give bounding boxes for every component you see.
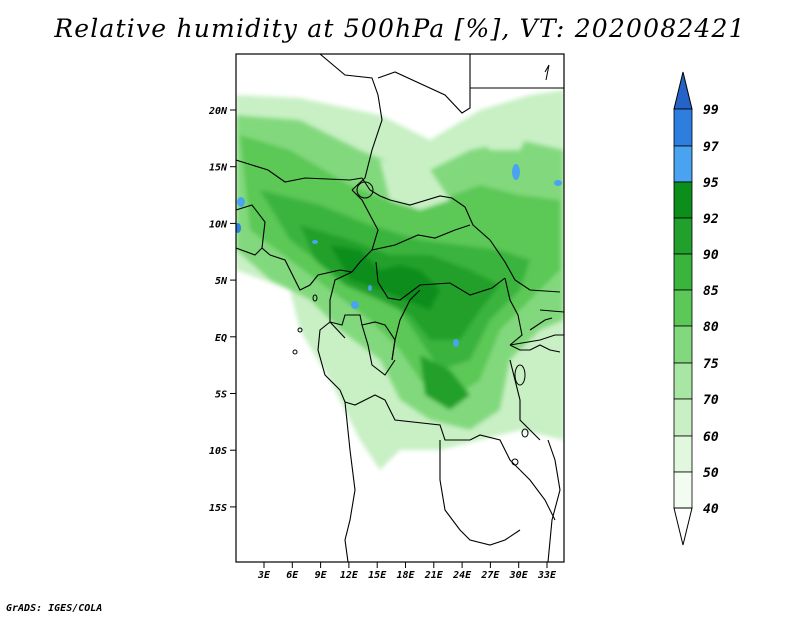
- colorbar-segment: [673, 362, 693, 400]
- longitude-axis: 3E 6E 9E 12E 15E 18E 21E 24E 27E 30E 33E: [257, 562, 557, 581]
- colorbar-segment: [673, 289, 693, 327]
- lon-tick-label: 3E: [257, 570, 271, 581]
- lat-tick-label: 10S: [209, 446, 227, 457]
- colorbar-segment: [673, 398, 693, 437]
- colorbar-label: 75: [703, 357, 719, 372]
- lat-tick-label: 15S: [209, 503, 227, 514]
- colorbar-bottom-arrow: [673, 507, 693, 546]
- colorbar-segment: [673, 217, 693, 255]
- colorbar: 99 97 95 92 90 85 80 75 70 60 50 40: [673, 71, 719, 546]
- lat-tick-label: 5S: [215, 390, 227, 401]
- lat-tick-label: 5N: [215, 276, 228, 287]
- colorbar-label: 50: [703, 466, 719, 481]
- colorbar-segment: [673, 325, 693, 364]
- lat-tick-label: 20N: [208, 106, 228, 117]
- colorbar-label: 99: [703, 103, 719, 118]
- colorbar-label: 90: [703, 248, 719, 263]
- colorbar-label: 70: [703, 393, 719, 408]
- colorbar-label: 80: [703, 320, 719, 335]
- colorbar-segment: [673, 471, 693, 509]
- colorbar-segment: [673, 108, 693, 147]
- colorbar-top-arrow: [673, 71, 693, 110]
- lon-tick-label: 18E: [396, 570, 415, 581]
- humidity-field: [236, 90, 564, 470]
- lat-tick-label: 15N: [209, 163, 228, 174]
- colorbar-label: 85: [703, 284, 719, 299]
- lon-tick-label: 6E: [286, 570, 299, 581]
- lon-tick-label: 15E: [368, 570, 387, 581]
- lon-tick-label: 9E: [315, 570, 328, 581]
- colorbar-label: 95: [703, 176, 719, 191]
- colorbar-label: 92: [703, 212, 719, 227]
- country-borders: [236, 54, 564, 562]
- colorbar-segment: [673, 435, 693, 473]
- lon-tick-label: 30E: [509, 570, 529, 581]
- lon-tick-label: 21E: [424, 570, 444, 581]
- lat-tick-label: EQ: [215, 333, 227, 344]
- colorbar-label: 60: [703, 430, 719, 445]
- lon-tick-label: 24E: [452, 570, 472, 581]
- colorbar-label: 97: [703, 140, 719, 155]
- latitude-axis: 20N 15N 10N 5N EQ 5S 10S 15S: [208, 106, 236, 514]
- colorbar-segment: [673, 181, 693, 219]
- colorbar-segment: [673, 253, 693, 291]
- colorbar-label: 40: [703, 502, 719, 517]
- lon-tick-label: 12E: [340, 570, 359, 581]
- lon-tick-label: 33E: [537, 570, 557, 581]
- grads-credit: GrADS: IGES/COLA: [6, 603, 103, 614]
- lake-outlines: [292, 64, 550, 466]
- chart-title: Relative humidity at 500hPa [%], VT: 202…: [54, 14, 746, 43]
- lon-tick-label: 27E: [480, 570, 500, 581]
- map-frame: [235, 53, 565, 563]
- colorbar-segment: [673, 145, 693, 183]
- lat-tick-label: 10N: [209, 219, 228, 230]
